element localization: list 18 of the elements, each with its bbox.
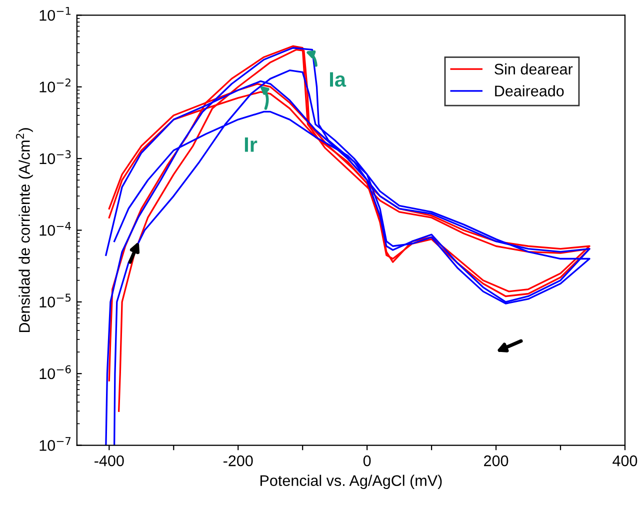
- y-tick-label: 10$^{−1}$: [40, 6, 71, 21]
- legend-label: Sin dearear: [494, 63, 573, 75]
- y-tick-label: 10$^{−6}$: [40, 365, 71, 380]
- y-tick-label: 10$^{−2}$: [40, 78, 70, 92]
- x-tick-label: 0: [363, 455, 371, 466]
- y-axis-title: Densidad de corriente (A/cm$^{2}$): [16, 128, 33, 332]
- y-tick-label: 10$^{−7}$: [40, 437, 71, 451]
- x-tick-label: -200: [224, 455, 253, 466]
- annotation: Ia: [330, 72, 346, 87]
- x-axis-title: Potencial vs. Ag/AgCl (mV): [260, 474, 442, 490]
- legend-label: Deaireado: [495, 85, 564, 96]
- x-tick-label: 400: [612, 455, 638, 466]
- x-tick-label: 200: [484, 455, 508, 466]
- y-tick-label: 10$^{−3}$: [40, 150, 71, 164]
- y-tick-label: 10$^{−5}$: [40, 294, 71, 308]
- x-tick-label: -400: [94, 455, 124, 466]
- annotation: Ir: [244, 137, 258, 152]
- y-tick-label: 10$^{−4}$: [40, 222, 71, 236]
